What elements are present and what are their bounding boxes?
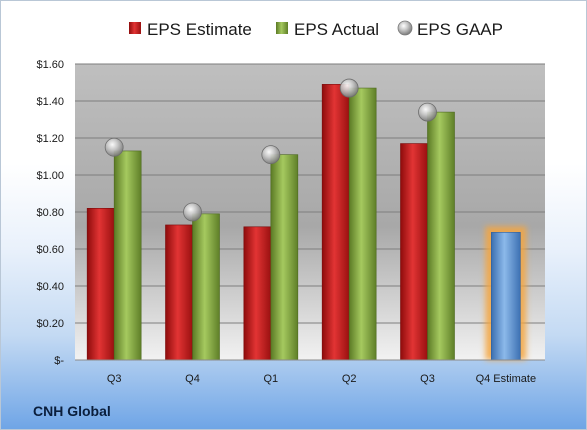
bar-eps-actual [270,154,299,361]
point-eps-gaap [261,145,281,165]
bar-eps-actual [192,213,220,361]
legend-swatch-estimate [129,22,141,34]
bar-eps-estimate [243,226,272,361]
x-tick-label: Q3 [420,373,435,385]
y-tick-label: $1.40 [36,96,64,108]
legend-swatch-gaap [397,20,413,36]
point-eps-gaap [339,78,359,98]
gridlines [75,63,545,324]
y-tick-label: $1.20 [36,133,64,145]
bar-eps-estimate [165,224,193,361]
bar-q4-estimate [491,232,521,361]
x-tick-label: Q3 [107,373,122,385]
y-tick-label: $- [54,355,64,367]
bar-eps-estimate [400,143,428,361]
legend: EPS Estimate EPS Actual EPS GAAP [129,20,503,39]
y-tick-label: $1.00 [36,170,64,182]
bars [86,84,521,361]
x-tick-label: Q2 [342,373,357,385]
x-axis-ticks: Q3 Q4 Q1 Q2 Q3 Q4 Estimate [107,373,536,385]
legend-label-estimate: EPS Estimate [147,20,252,39]
y-tick-label: $1.60 [36,59,64,71]
gaap-points [104,78,437,222]
y-tick-label: $0.20 [36,318,64,330]
point-eps-gaap [418,102,437,122]
bar-eps-estimate [86,208,115,361]
bar-eps-actual [427,111,455,361]
bar-eps-actual [113,150,142,361]
y-axis-ticks: $- $0.20 $0.40 $0.60 $0.80 $1.00 $1.20 $1.40 $1.… [36,59,64,367]
legend-label-gaap: EPS GAAP [417,20,503,39]
point-eps-gaap [183,202,202,222]
x-tick-label: Q4 Estimate [476,373,537,385]
point-eps-gaap [104,137,124,157]
x-tick-label: Q4 [185,373,200,385]
bar-eps-actual [348,87,377,361]
bar-eps-estimate [321,84,350,361]
legend-swatch-actual [276,22,288,34]
y-tick-label: $0.40 [36,281,64,293]
company-name: CNH Global [33,403,111,419]
y-tick-label: $0.80 [36,207,64,219]
y-tick-label: $0.60 [36,244,64,256]
legend-label-actual: EPS Actual [294,20,379,39]
x-tick-label: Q1 [263,373,278,385]
